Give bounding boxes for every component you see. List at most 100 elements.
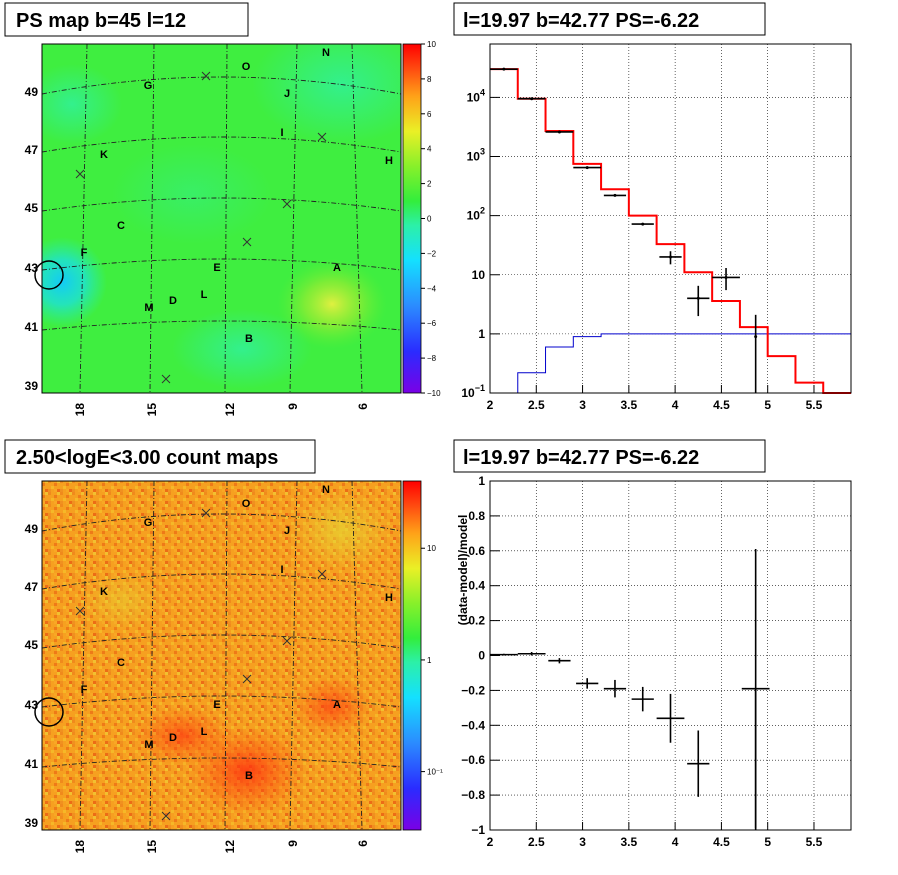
source-cross-marker [161, 374, 171, 384]
count-cool-blob [82, 571, 162, 631]
source-label-j: J [284, 88, 290, 100]
spectrum-y-tick-label: 104 [467, 87, 485, 104]
residual-data-point [490, 653, 518, 656]
source-cross-marker [242, 237, 252, 247]
residual-data-point [548, 658, 571, 664]
residual-y-axis-label: (data-model)/model [456, 515, 470, 626]
residual-title: l=19.97 b=42.77 PS=-6.22 [463, 447, 699, 469]
source-label-c: C [117, 657, 125, 669]
map-grid-latitude [42, 320, 401, 331]
colorbar-tick-label: 8 [427, 75, 432, 84]
map-y-tick-label: 41 [25, 320, 39, 334]
residual-x-tick-label: 3.5 [621, 835, 638, 849]
spectrum-x-tick-label: 4 [672, 398, 679, 412]
residual-y-tick-label: −0.2 [461, 683, 485, 697]
colorbar [402, 43, 422, 394]
source-label-f: F [81, 247, 88, 259]
colorbar-tick-label: −6 [427, 319, 437, 328]
map-panel-1: 2.50<logE<3.00 count maps N O G J I K H C F E A L D M B… [4, 439, 443, 854]
residual-y-tick-label: 1 [478, 474, 485, 488]
spectrum-data-point [631, 222, 654, 226]
source-label-k: K [100, 586, 108, 598]
data-point-marker [502, 67, 506, 71]
spectrum-y-tick-label: 103 [467, 147, 485, 164]
source-cross-marker [317, 132, 327, 142]
map-image [42, 44, 401, 393]
background-model-histogram [517, 333, 851, 393]
selected-source-circle [34, 697, 64, 727]
residual-data-point [603, 679, 627, 698]
ps-cyan-region [42, 64, 122, 144]
data-point-marker [613, 193, 617, 197]
map-title: 2.50<logE<3.00 count maps [16, 447, 278, 469]
colorbar-tick-label: 0 [427, 215, 432, 224]
map-x-tick-label: 6 [356, 840, 370, 847]
colorbar-tick-label: 4 [427, 145, 432, 154]
source-cross-marker [161, 811, 171, 821]
residual-y-tick-label: −0.6 [461, 753, 485, 767]
map-grid-longitude [149, 44, 155, 393]
map-y-tick-label: 49 [25, 522, 39, 536]
spectrum-data-point [490, 67, 518, 71]
residual-data-point [517, 652, 546, 656]
map-x-tick-label: 15 [145, 403, 159, 417]
spectrum-data-point [517, 97, 546, 101]
residual-y-tick-label: −0.4 [461, 718, 485, 732]
map-y-tick-label: 43 [25, 261, 39, 275]
residual-x-tick-label: 2.5 [528, 835, 545, 849]
residual-x-tick-label: 4.5 [713, 835, 730, 849]
residual-y-tick-label: −1 [471, 823, 485, 837]
ps-cyan-region [112, 144, 272, 244]
spectrum-frame [489, 43, 852, 394]
spectrum-data-point [754, 314, 758, 393]
map-grid-longitude [79, 481, 88, 830]
source-cross-marker [75, 169, 85, 179]
source-label-b: B [245, 770, 253, 782]
source-label-g: G [144, 80, 153, 92]
data-point-marker [641, 222, 645, 226]
source-label-i: I [280, 564, 283, 576]
source-label-e: E [213, 699, 220, 711]
colorbar-tick-label: −2 [427, 249, 437, 258]
residual-x-tick-label: 5 [764, 835, 771, 849]
spectrum-x-tick-label: 2.5 [528, 398, 545, 412]
spectrum-y-tick-label: 102 [467, 206, 485, 223]
map-x-tick-label: 15 [145, 840, 159, 854]
spectrum-data-point [687, 285, 710, 317]
map-x-tick-label: 12 [223, 403, 237, 417]
source-label-d: D [169, 295, 177, 307]
source-label-j: J [284, 525, 290, 537]
residual-data-point [631, 686, 654, 712]
residual-y-tick-label: −0.8 [461, 788, 485, 802]
colorbar-tick-label: 1 [427, 656, 432, 665]
spectrum-title-box [453, 2, 766, 36]
residual-y-tick-label: 0.4 [468, 579, 485, 593]
map-y-tick-label: 41 [25, 757, 39, 771]
map-y-tick-label: 39 [25, 816, 39, 830]
data-point-marker [585, 166, 589, 170]
map-grid-latitude [42, 573, 401, 590]
spectrum-x-tick-label: 4.5 [713, 398, 730, 412]
colorbar-tick-label: 10⁻¹ [427, 768, 443, 777]
residual-x-tick-label: 4 [672, 835, 679, 849]
source-label-c: C [117, 220, 125, 232]
source-cross-marker [201, 508, 211, 518]
residual-y-tick-label: 0.8 [468, 509, 485, 523]
source-cross-marker [282, 199, 292, 209]
colorbar-tick-label: 2 [427, 180, 432, 189]
map-grid-longitude [79, 44, 88, 393]
residual-y-tick-label: 0 [478, 649, 485, 663]
ps-blue-blob [42, 237, 107, 327]
source-label-n: N [322, 47, 330, 59]
map-grid-latitude [42, 695, 401, 708]
map-y-tick-label: 47 [25, 580, 39, 594]
source-label-l: L [201, 726, 208, 738]
count-hot-blob [132, 706, 232, 766]
source-cross-marker [75, 606, 85, 616]
colorbar [402, 480, 422, 831]
map-x-tick-label: 12 [223, 840, 237, 854]
source-label-b: B [245, 333, 253, 345]
source-label-a: A [333, 262, 341, 274]
map-y-tick-label: 47 [25, 143, 39, 157]
map-grid-longitude [351, 44, 363, 393]
